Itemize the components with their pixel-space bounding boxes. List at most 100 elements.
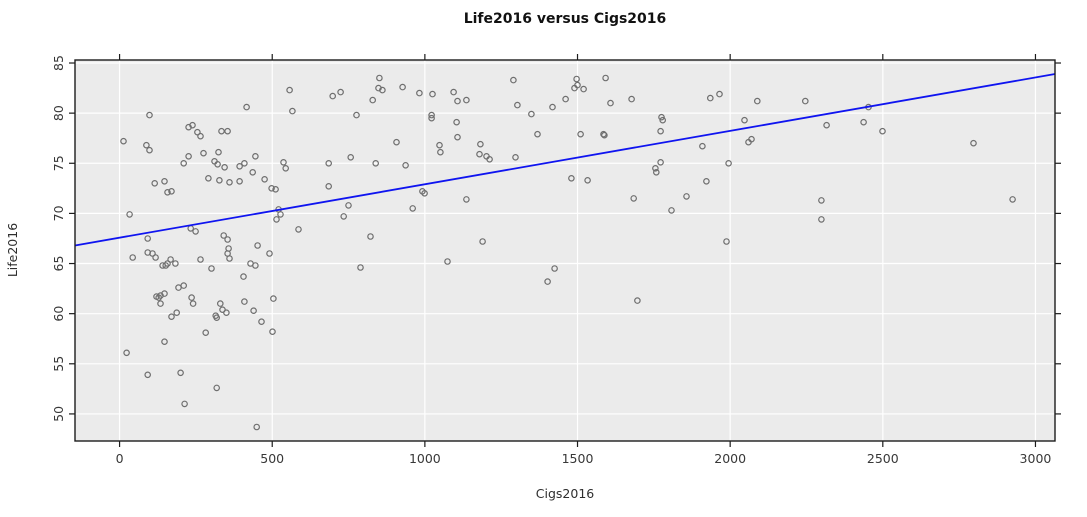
data-point	[372, 160, 380, 167]
data-point	[205, 175, 212, 182]
x-tick-label: 2500	[867, 451, 899, 466]
data-point	[120, 137, 127, 145]
data-point	[272, 186, 279, 193]
data-point	[226, 179, 233, 186]
data-point	[571, 84, 578, 92]
data-point	[192, 228, 199, 235]
data-point	[568, 175, 575, 182]
data-point	[266, 250, 273, 257]
data-point	[723, 238, 730, 245]
data-point	[197, 256, 204, 263]
data-point	[164, 189, 171, 196]
data-point	[258, 318, 265, 326]
data-point	[818, 197, 825, 204]
data-point	[544, 278, 551, 285]
data-point	[580, 85, 587, 93]
data-point	[436, 141, 443, 149]
data-point	[224, 127, 231, 135]
data-point	[168, 313, 175, 321]
data-point	[551, 265, 558, 272]
points-layer	[120, 74, 1016, 431]
data-point	[250, 307, 257, 315]
data-point	[741, 116, 748, 124]
data-point	[450, 88, 457, 96]
data-point	[181, 400, 188, 408]
data-point	[253, 423, 261, 431]
data-point	[393, 138, 400, 146]
y-tick-label: 85	[51, 55, 66, 71]
data-point	[123, 349, 130, 357]
data-point	[173, 309, 181, 317]
data-point	[164, 260, 171, 267]
data-point	[282, 165, 290, 172]
data-point	[217, 300, 224, 307]
regression-line	[74, 73, 1056, 247]
x-tick-label: 1000	[409, 451, 441, 466]
x-tick-label: 1500	[562, 451, 594, 466]
data-point	[706, 94, 714, 102]
y-tick-label: 75	[51, 155, 66, 171]
data-point	[486, 156, 493, 163]
data-point	[479, 238, 486, 245]
data-point	[189, 300, 197, 307]
data-point	[189, 121, 196, 129]
data-point	[329, 92, 337, 100]
data-point	[748, 135, 755, 143]
data-point	[286, 86, 293, 94]
data-point	[600, 130, 607, 138]
data-point	[146, 111, 153, 119]
data-point	[437, 148, 444, 156]
data-point	[630, 195, 638, 202]
data-point	[149, 250, 156, 257]
data-point	[280, 159, 287, 166]
data-point	[429, 90, 436, 98]
data-point	[534, 130, 541, 138]
tick-labels: 0 500 1000 1500 2000 2500 3000 50 55 60 65 70 75 80 85	[51, 55, 1051, 466]
data-point	[223, 309, 230, 317]
data-point	[601, 131, 608, 139]
data-point	[241, 160, 248, 167]
data-point	[268, 185, 275, 192]
data-point	[185, 153, 192, 160]
data-point	[658, 113, 665, 121]
data-point	[295, 226, 302, 233]
data-point	[177, 369, 184, 377]
data-point	[161, 178, 168, 185]
data-point	[416, 89, 423, 97]
data-point	[409, 205, 417, 212]
data-point	[151, 180, 159, 187]
data-point	[161, 338, 168, 346]
data-point	[453, 118, 460, 126]
y-tick-label: 55	[51, 356, 66, 372]
data-point	[252, 262, 259, 269]
data-point	[657, 159, 664, 166]
chart-title: Life2016 versus Cigs2016	[464, 11, 667, 27]
y-tick-label: 70	[51, 205, 66, 221]
x-axis-label: Cigs2016	[536, 486, 595, 501]
data-point	[476, 150, 483, 158]
data-point	[369, 96, 377, 104]
data-point	[216, 177, 223, 184]
data-point	[402, 162, 409, 169]
data-point	[129, 254, 137, 261]
data-point	[628, 95, 635, 103]
data-point	[144, 371, 152, 379]
data-point	[753, 97, 761, 105]
data-point	[200, 149, 207, 157]
data-point	[240, 273, 247, 280]
data-point	[236, 178, 243, 185]
data-point	[161, 290, 168, 297]
data-point	[607, 99, 614, 107]
y-tick-label: 60	[51, 306, 66, 322]
data-point	[221, 164, 228, 171]
data-point	[243, 103, 250, 111]
data-point	[289, 107, 296, 115]
data-point	[254, 242, 261, 249]
data-point	[224, 236, 231, 243]
data-point	[269, 328, 276, 336]
data-point	[277, 211, 284, 218]
data-point	[703, 178, 710, 185]
data-point	[528, 110, 535, 118]
